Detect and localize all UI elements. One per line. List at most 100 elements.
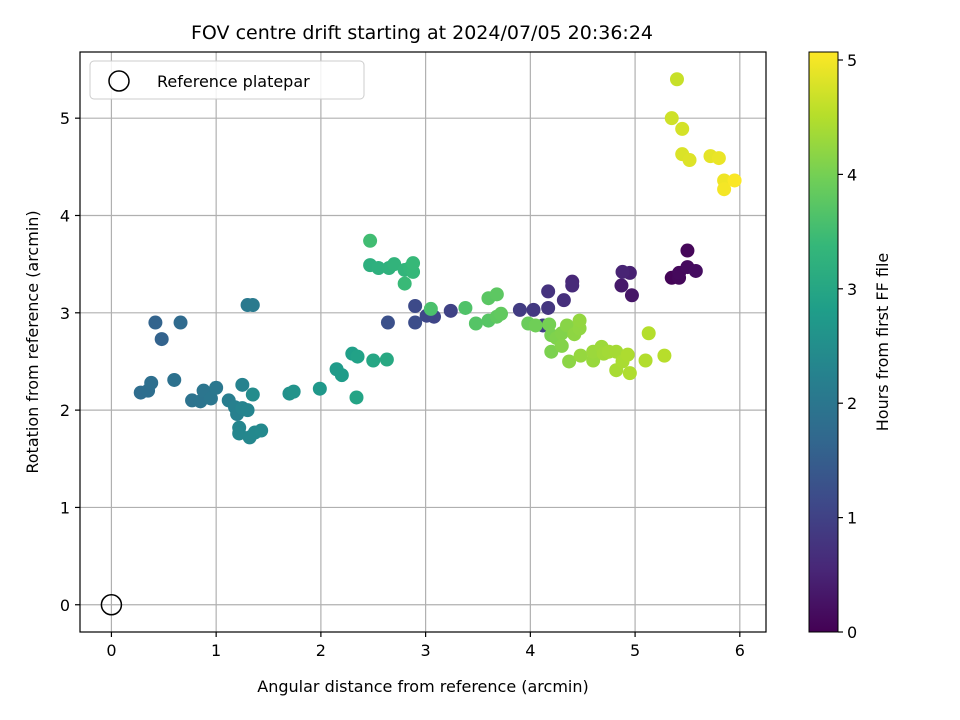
data-point bbox=[622, 366, 637, 381]
legend-box bbox=[89, 60, 365, 100]
colorbar-frame bbox=[808, 51, 839, 633]
colorbar-ticks: 0 1 2 3 4 5 bbox=[838, 51, 857, 642]
data-point bbox=[680, 243, 695, 258]
y-tick-label: 5 bbox=[60, 109, 70, 128]
data-point bbox=[167, 372, 182, 387]
colorbar-label: Hours from first FF file bbox=[873, 253, 892, 432]
data-point bbox=[556, 293, 571, 308]
x-tick-label: 4 bbox=[525, 641, 535, 660]
y-axis-ticks: 0 1 2 3 4 5 bbox=[60, 109, 80, 615]
data-point bbox=[489, 287, 504, 302]
x-tick-label: 1 bbox=[211, 641, 221, 660]
data-point bbox=[380, 315, 395, 330]
data-point bbox=[615, 264, 630, 279]
data-point bbox=[526, 302, 541, 317]
x-tick-label: 0 bbox=[106, 641, 116, 660]
data-point bbox=[379, 352, 394, 367]
legend-entry-reference: Reference platepar bbox=[157, 72, 310, 91]
data-point bbox=[468, 316, 483, 331]
data-point bbox=[154, 332, 169, 347]
data-point bbox=[350, 349, 365, 364]
reference-marker bbox=[100, 594, 123, 616]
data-point bbox=[406, 256, 421, 271]
colorbar-tick-label: 0 bbox=[847, 623, 857, 642]
x-tick-label: 5 bbox=[630, 641, 640, 660]
colorbar-gradient bbox=[809, 52, 838, 632]
data-point bbox=[235, 377, 250, 392]
data-point bbox=[408, 298, 423, 313]
data-point bbox=[286, 384, 301, 399]
data-point bbox=[664, 111, 679, 126]
y-tick-label: 2 bbox=[60, 401, 70, 420]
data-point bbox=[203, 391, 218, 406]
y-tick-label: 1 bbox=[60, 498, 70, 517]
data-point bbox=[209, 380, 224, 395]
data-point bbox=[366, 353, 381, 368]
data-point bbox=[397, 276, 412, 291]
y-tick-label: 4 bbox=[60, 206, 70, 225]
x-tick-label: 2 bbox=[316, 641, 326, 660]
data-point bbox=[371, 261, 386, 276]
data-point bbox=[387, 257, 402, 272]
data-point bbox=[562, 354, 577, 369]
data-point bbox=[512, 302, 527, 317]
data-point bbox=[349, 390, 364, 405]
data-point bbox=[669, 72, 684, 87]
data-point bbox=[544, 344, 559, 359]
data-point bbox=[173, 315, 188, 330]
data-point bbox=[408, 315, 423, 330]
data-point bbox=[148, 315, 163, 330]
data-point bbox=[240, 403, 255, 418]
data-point bbox=[541, 284, 556, 299]
scatter-points bbox=[133, 72, 742, 445]
data-point bbox=[144, 375, 159, 390]
data-point bbox=[641, 326, 656, 341]
data-point bbox=[675, 121, 690, 136]
data-point bbox=[624, 288, 639, 303]
data-point bbox=[614, 278, 629, 293]
data-point bbox=[657, 348, 672, 363]
data-point bbox=[565, 278, 580, 293]
x-axis-label: Angular distance from reference (arcmin) bbox=[257, 677, 588, 696]
data-point bbox=[443, 303, 458, 318]
colorbar: 0 1 2 3 4 5 Hours from first FF file bbox=[808, 51, 892, 642]
data-point bbox=[334, 368, 349, 383]
legend: Reference platepar bbox=[89, 60, 365, 100]
chart-title: FOV centre drift starting at 2024/07/05 … bbox=[191, 22, 653, 44]
plot-area: 0 1 2 3 4 5 6 0 1 2 3 4 5 bbox=[60, 51, 767, 660]
data-point bbox=[638, 353, 653, 368]
colorbar-tick-label: 3 bbox=[847, 280, 857, 299]
data-point bbox=[254, 423, 269, 438]
data-point bbox=[688, 263, 703, 278]
data-point bbox=[717, 182, 732, 197]
data-point bbox=[620, 347, 635, 362]
data-point bbox=[541, 300, 556, 315]
data-point bbox=[572, 313, 587, 328]
x-tick-label: 3 bbox=[421, 641, 431, 660]
colorbar-tick-label: 5 bbox=[847, 51, 857, 70]
axes-frame bbox=[79, 51, 767, 633]
colorbar-tick-label: 4 bbox=[847, 165, 857, 184]
data-point bbox=[573, 348, 588, 363]
data-point bbox=[528, 318, 543, 333]
data-point bbox=[682, 153, 697, 168]
data-point bbox=[494, 306, 509, 321]
data-point bbox=[554, 338, 569, 353]
colorbar-tick-label: 1 bbox=[847, 509, 857, 528]
data-point bbox=[727, 173, 742, 188]
y-axis-label: Rotation from reference (arcmin) bbox=[23, 210, 42, 473]
data-point bbox=[245, 298, 260, 313]
legend-marker-icon bbox=[108, 70, 130, 92]
data-point bbox=[458, 300, 473, 315]
data-point bbox=[542, 317, 557, 332]
data-point bbox=[363, 233, 378, 248]
data-point bbox=[312, 381, 327, 396]
data-point bbox=[245, 387, 260, 402]
data-point bbox=[423, 301, 438, 316]
y-tick-label: 3 bbox=[60, 304, 70, 323]
data-point bbox=[711, 151, 726, 166]
x-axis-ticks: 0 1 2 3 4 5 6 bbox=[106, 632, 745, 660]
y-tick-label: 0 bbox=[60, 596, 70, 615]
